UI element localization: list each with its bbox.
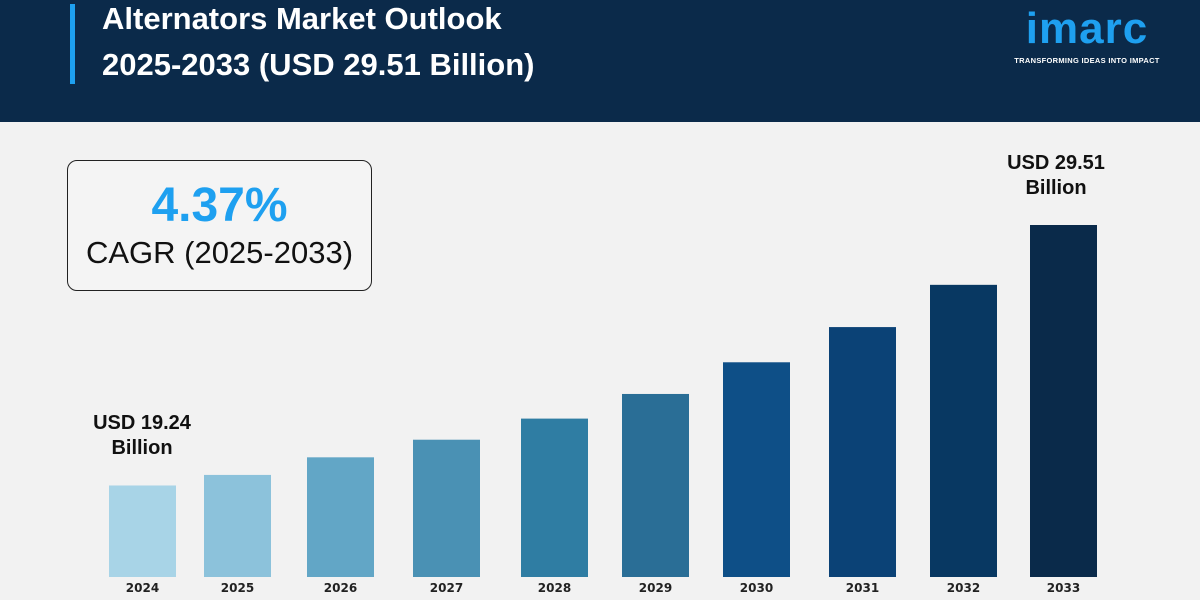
bar-2032: [930, 284, 997, 577]
bar-2028: [521, 418, 588, 577]
annotation-line: Billion: [1025, 177, 1087, 199]
bar-2030: [723, 362, 790, 577]
x-tick-label: 2026: [324, 581, 357, 595]
x-tick-label: 2028: [538, 581, 571, 595]
cagr-box: 4.37% CAGR (2025-2033): [67, 160, 372, 291]
bar-2029: [622, 393, 689, 577]
logo-tagline: TRANSFORMING IDEAS INTO IMPACT: [1014, 56, 1160, 65]
title-line-1: Alternators Market Outlook: [102, 1, 502, 36]
bar-2033: [1030, 225, 1097, 577]
cagr-label: CAGR (2025-2033): [85, 235, 354, 270]
annotation-line: USD 29.51: [1007, 152, 1105, 174]
x-tick-label: 2030: [740, 581, 773, 595]
annotation-line: USD 19.24: [93, 412, 191, 434]
title-line-2: 2025-2033 (USD 29.51 Billion): [102, 47, 535, 82]
bar-2025: [204, 474, 271, 577]
first-bar-annotation: USD 19.24 Billion: [72, 411, 212, 461]
title-accent-bar: [70, 4, 75, 84]
last-bar-annotation: USD 29.51 Billion: [986, 151, 1126, 201]
page-title: Alternators Market Outlook 2025-2033 (US…: [102, 0, 534, 88]
bar-2031: [829, 327, 896, 577]
x-tick-label: 2029: [639, 581, 672, 595]
bar-2026: [307, 457, 374, 577]
header: Alternators Market Outlook 2025-2033 (US…: [0, 0, 1200, 122]
annotation-line: Billion: [111, 437, 173, 459]
x-tick-label: 2027: [430, 581, 463, 595]
x-tick-label: 2024: [126, 581, 159, 595]
x-tick-label: 2031: [846, 581, 879, 595]
x-tick-label: 2032: [947, 581, 980, 595]
x-tick-label: 2025: [221, 581, 254, 595]
bar-2024: [109, 485, 176, 577]
cagr-value: 4.37%: [151, 179, 288, 232]
x-tick-label: 2033: [1047, 581, 1080, 595]
logo-word: imarc: [1025, 4, 1149, 53]
imarc-logo: imarc TRANSFORMING IDEAS INTO IMPACT: [1012, 4, 1162, 65]
bar-2027: [413, 439, 480, 577]
